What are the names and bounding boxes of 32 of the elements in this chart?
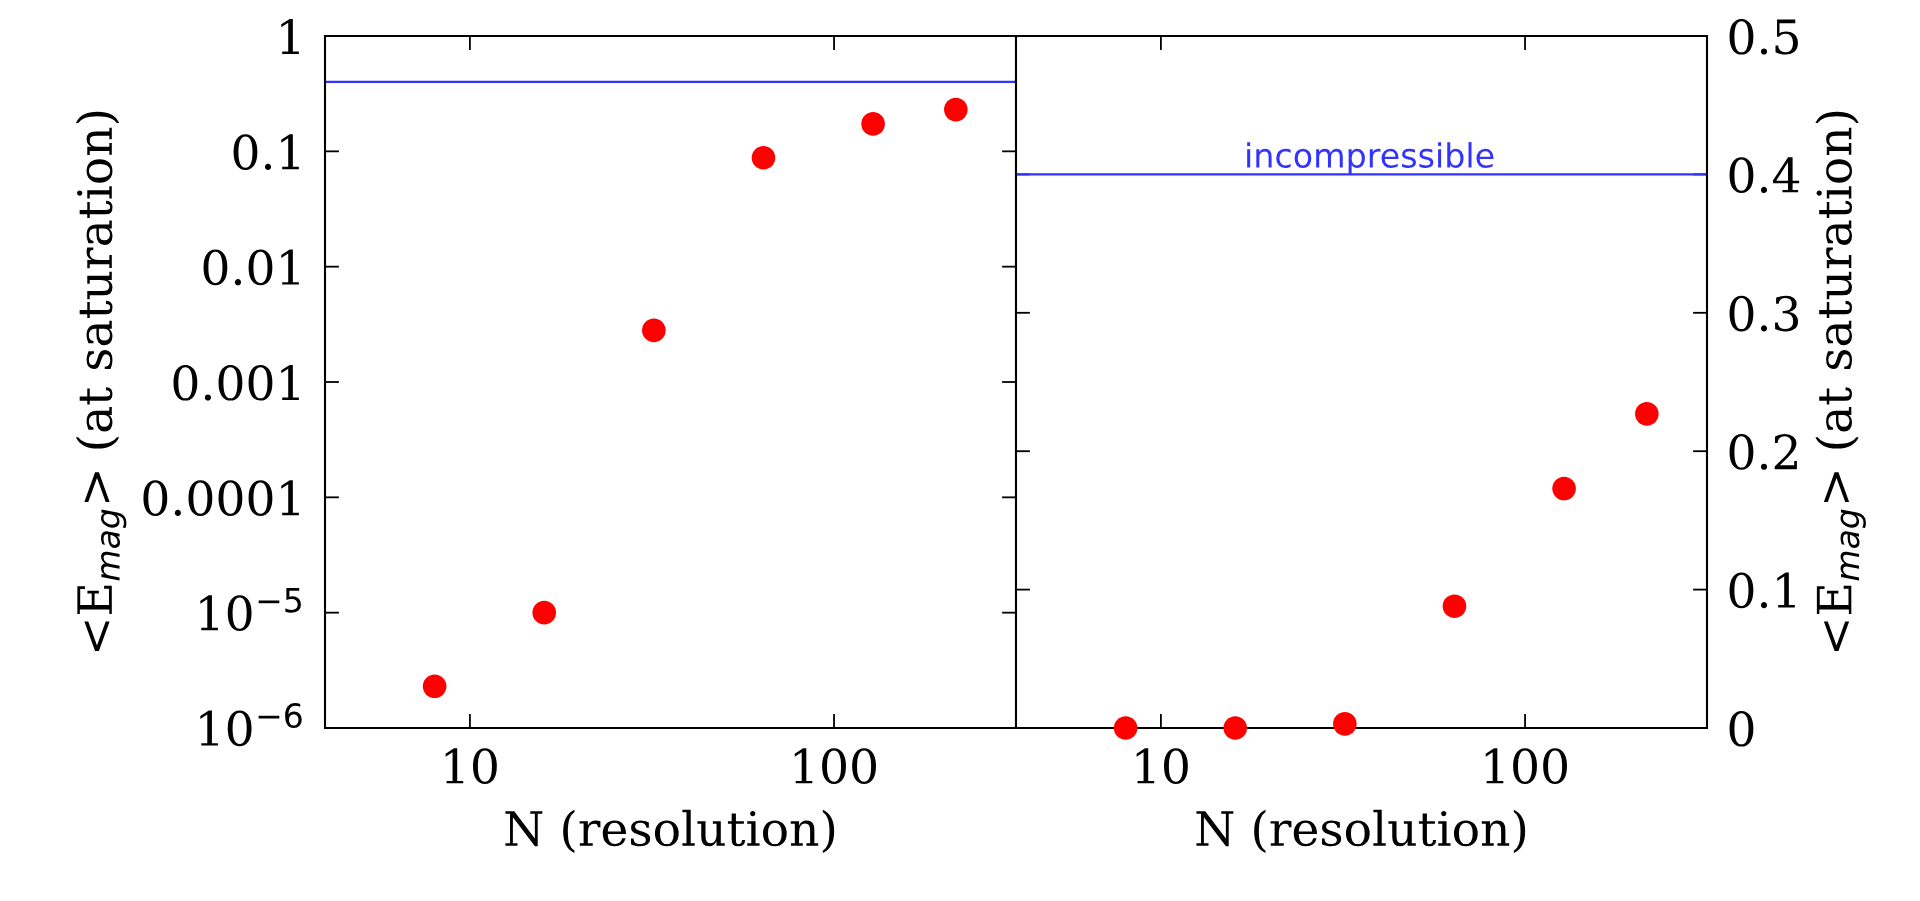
y2-tick-label: 0.4 <box>1729 157 1800 194</box>
y-tick-label: 0.1 <box>233 134 299 170</box>
y2-tick-label: 0.1 <box>1729 572 1795 609</box>
ref-line-label: incompressible <box>1247 142 1494 175</box>
point <box>1113 716 1138 740</box>
x-axis-title: N (resolution) <box>1196 809 1526 854</box>
x-tick-label: 10 <box>1136 748 1188 784</box>
y2-tick-label: 0.2 <box>1729 434 1797 470</box>
point <box>1442 594 1467 619</box>
point <box>1333 712 1357 736</box>
point <box>1552 476 1576 501</box>
y2-tick-label: 0.5 <box>1729 18 1798 55</box>
point <box>861 112 885 136</box>
point <box>1223 716 1248 740</box>
y2-tick-label: 0.3 <box>1729 295 1799 332</box>
y-tick-label: 10$^{−5}$ <box>200 588 301 631</box>
x-tick-label: 100 <box>1485 748 1567 784</box>
y-tick-label: 10$^{−6}$ <box>200 702 302 747</box>
point <box>532 600 557 625</box>
y-tick-label: 1 <box>281 18 299 54</box>
point <box>751 145 776 170</box>
x-tick-label: 100 <box>794 748 876 784</box>
y-axis-title: <E$_{mag}$> (at saturation) <box>75 111 127 652</box>
y2-tick-label: 0 <box>1729 710 1754 747</box>
x-tick-label: 10 <box>445 748 497 784</box>
x-axis-title: N (resolution) <box>505 809 835 854</box>
y-tick-label: 0.01 <box>203 249 299 286</box>
point <box>642 318 666 343</box>
y-tick-label: 0.0001 <box>143 480 299 516</box>
y2-axis-title: <E$_{mag}$> (at saturation) <box>1815 111 1866 652</box>
point <box>422 674 447 699</box>
y-tick-label: 0.001 <box>173 364 299 401</box>
